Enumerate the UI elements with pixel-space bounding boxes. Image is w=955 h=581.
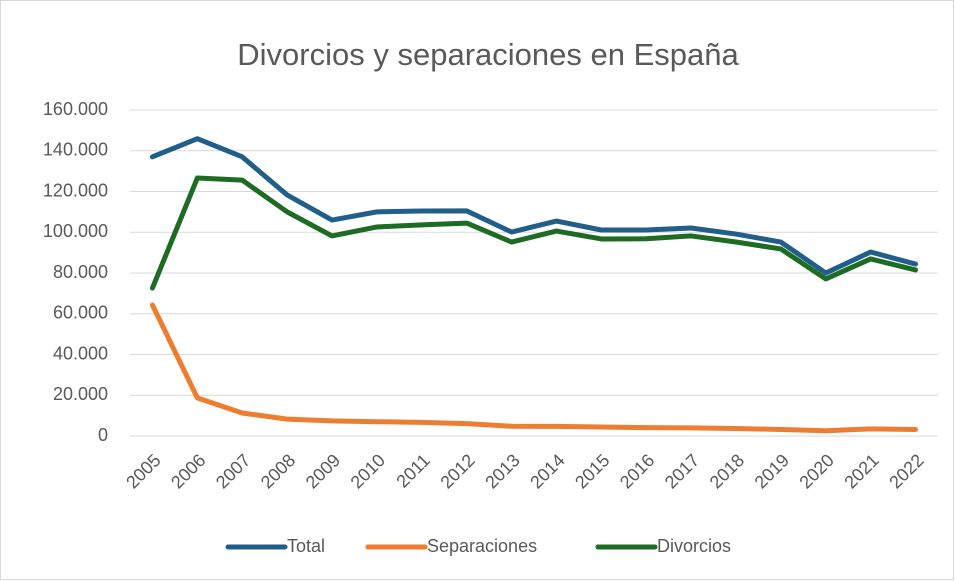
legend-label: Separaciones — [427, 536, 537, 556]
line-series — [149, 175, 919, 291]
y-tick-label: 80.000 — [53, 262, 108, 282]
chart-title: Divorcios y separaciones en España — [237, 37, 739, 72]
y-tick-label: 0 — [98, 425, 108, 445]
y-tick-label: 140.000 — [43, 140, 108, 160]
line-series — [149, 302, 919, 434]
y-tick-label: 40.000 — [53, 343, 108, 363]
y-tick-label: 20.000 — [53, 384, 108, 404]
line-series — [149, 136, 919, 276]
y-tick-label: 100.000 — [43, 221, 108, 241]
legend-label: Total — [287, 536, 325, 556]
legend-label: Divorcios — [657, 536, 731, 556]
y-tick-label: 160.000 — [43, 99, 108, 119]
y-tick-label: 120.000 — [43, 180, 108, 200]
y-tick-label: 60.000 — [53, 303, 108, 323]
